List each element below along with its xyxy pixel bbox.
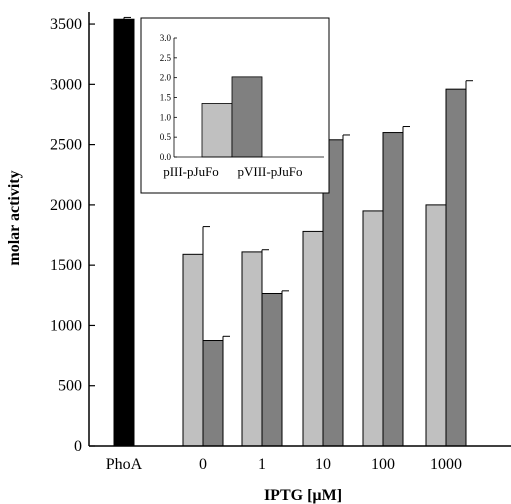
x-axis-title: IPTG [µM] xyxy=(264,487,342,504)
bar-PhoA-1 xyxy=(113,18,135,447)
inset-category-labels: pIII-pJuFo pVIII-pJuFo xyxy=(163,164,302,179)
y-tick-label: 1000 xyxy=(50,317,82,334)
x-tick-label: 10 xyxy=(315,456,331,473)
inset-y-tick-label: 0.5 xyxy=(160,132,172,142)
inset-y-tick-label: 1.5 xyxy=(160,93,172,103)
main-y-ticks: 0 500 1000 1500 2000 2500 3000 3500 xyxy=(50,16,95,455)
inset-y-tick-label: 2.5 xyxy=(160,53,172,63)
y-tick-label: 2000 xyxy=(50,197,82,214)
y-tick-label: 1500 xyxy=(50,257,82,274)
inset-bar-1 xyxy=(201,103,233,158)
bar-10-1 xyxy=(302,230,324,447)
inset-y-ticks: 0.0 0.5 1.0 1.5 2.0 2.5 3.0 xyxy=(160,33,177,162)
inset-y-tick-label: 0.0 xyxy=(160,152,172,162)
y-tick-label: 2500 xyxy=(50,137,82,154)
x-tick-label: 100 xyxy=(371,456,395,473)
x-tick-label: 1 xyxy=(258,456,266,473)
bar-0-2 xyxy=(202,340,224,447)
inset-bar-2 xyxy=(231,76,263,158)
x-tick-label: 0 xyxy=(199,456,207,473)
bar-1-1 xyxy=(241,251,263,447)
main-x-ticks: PhoA 0 1 10 100 1000 xyxy=(106,456,462,473)
y-tick-label: 3000 xyxy=(50,76,82,93)
x-tick-label: 1000 xyxy=(430,456,462,473)
bar-0-1 xyxy=(182,253,204,447)
y-tick-label: 0 xyxy=(74,438,82,455)
bar-1-2 xyxy=(261,292,283,447)
inset-category-label: pIII-pJuFo xyxy=(163,164,219,179)
inset-y-tick-label: 1.0 xyxy=(160,112,172,122)
y-axis-title: molar activity xyxy=(6,170,23,265)
bar-1000-2 xyxy=(445,88,467,447)
y-tick-label: 500 xyxy=(58,378,82,395)
inset-y-tick-label: 3.0 xyxy=(160,33,172,43)
inset-y-tick-label: 2.0 xyxy=(160,73,172,83)
y-tick-label: 3500 xyxy=(50,16,82,33)
bar-100-1 xyxy=(362,210,384,447)
inset-category-label: pVIII-pJuFo xyxy=(238,164,303,179)
x-tick-label: PhoA xyxy=(106,456,143,473)
bar-1000-1 xyxy=(425,204,447,447)
bar-100-2 xyxy=(382,132,404,447)
